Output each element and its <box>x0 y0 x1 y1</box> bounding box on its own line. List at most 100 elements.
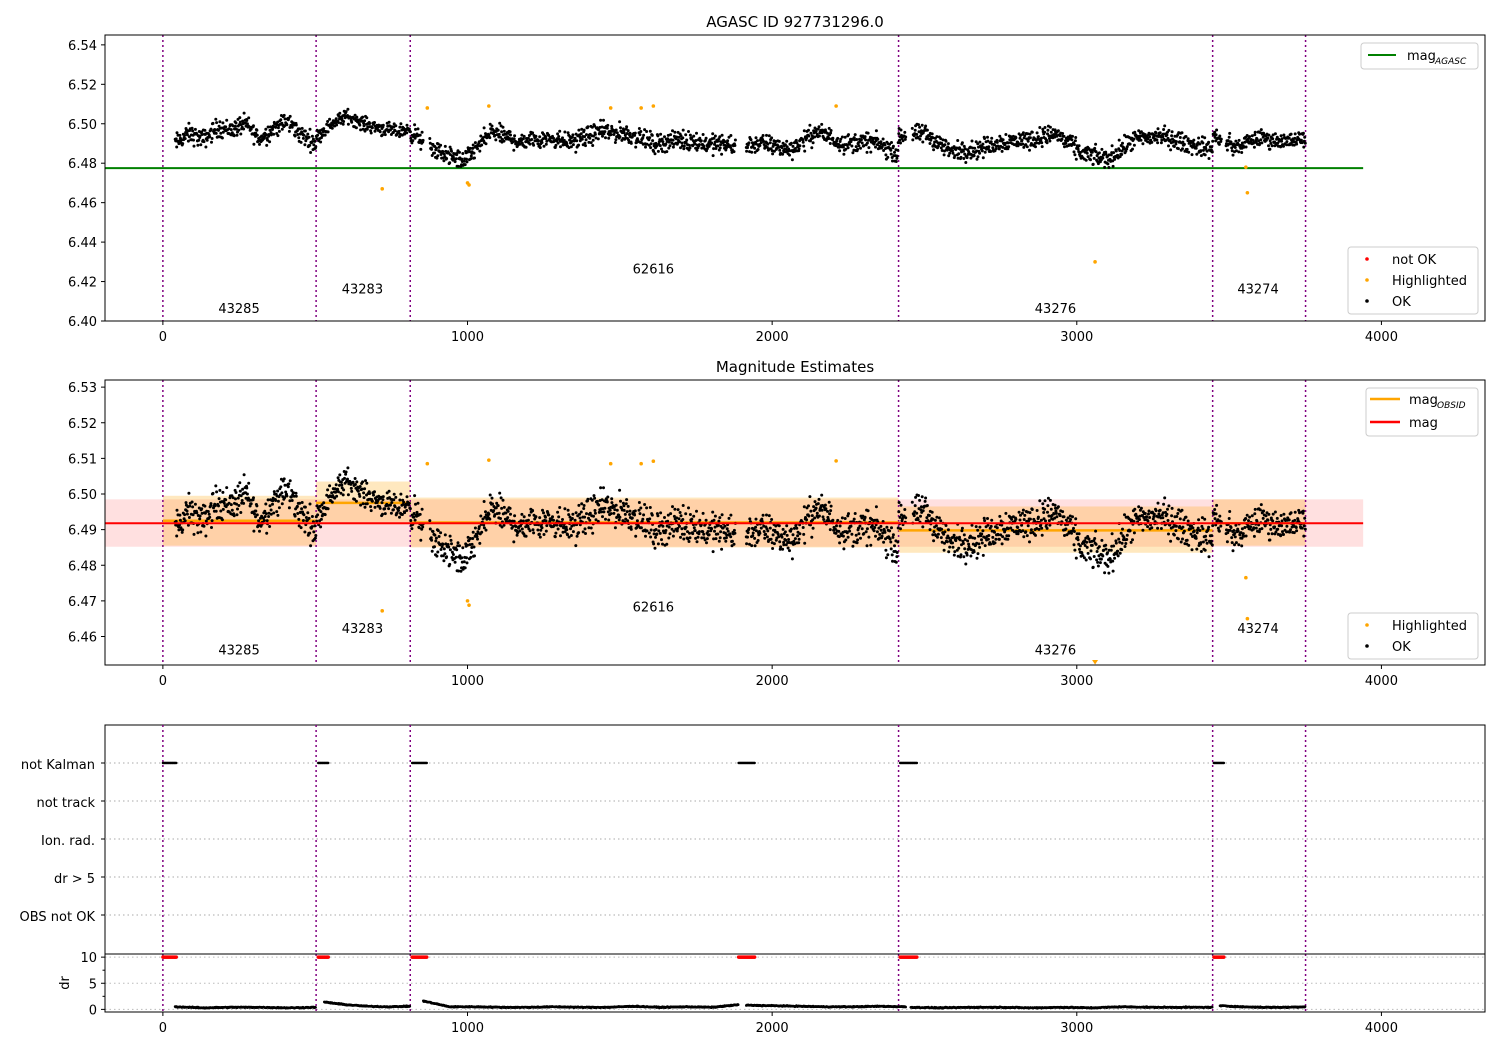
ok-point <box>288 499 292 503</box>
ok-point <box>660 147 663 151</box>
ok-point <box>1062 134 1066 138</box>
ok-point <box>829 504 833 508</box>
ok-point <box>387 120 391 124</box>
ok-point <box>932 530 936 534</box>
ok-point <box>622 131 626 135</box>
ok-point <box>501 125 505 129</box>
ok-point <box>1217 529 1221 533</box>
ok-point <box>405 131 409 135</box>
ok-point <box>599 118 603 122</box>
ok-point <box>238 116 242 120</box>
ok-point <box>589 526 593 530</box>
ok-point <box>928 142 932 145</box>
ok-point <box>1004 133 1008 136</box>
ok-point <box>682 147 686 151</box>
ok-point <box>680 527 684 531</box>
ok-point <box>1198 142 1202 146</box>
ok-point <box>718 516 722 520</box>
ok-point <box>793 537 797 541</box>
ok-point <box>936 532 940 536</box>
ok-point <box>625 498 629 502</box>
ok-point <box>697 143 701 147</box>
ok-point <box>588 136 592 140</box>
ok-point <box>678 140 681 144</box>
ok-point <box>363 119 367 123</box>
ok-point <box>475 535 479 539</box>
ok-point <box>1036 515 1040 519</box>
ok-point <box>293 134 297 138</box>
ok-point <box>864 530 868 534</box>
ok-point <box>1042 511 1046 514</box>
ok-point <box>899 141 902 145</box>
ok-point <box>1302 145 1306 149</box>
ok-point <box>482 126 486 130</box>
ok-point <box>859 138 863 142</box>
ok-point <box>462 560 466 564</box>
ok-point <box>986 139 990 143</box>
ok-point <box>448 562 452 566</box>
ok-point <box>666 519 670 523</box>
ok-point <box>512 137 516 141</box>
ok-point <box>564 525 568 529</box>
ok-point <box>1095 550 1099 553</box>
ok-point <box>973 146 977 150</box>
ok-point <box>335 123 339 127</box>
ok-point <box>1077 532 1081 536</box>
ok-point <box>520 133 524 137</box>
ok-point <box>187 121 191 125</box>
ok-point <box>1166 136 1170 140</box>
ok-point <box>436 154 440 158</box>
ok-point <box>252 124 255 128</box>
ok-point <box>433 151 436 155</box>
ok-point <box>604 136 607 140</box>
ok-point <box>436 529 440 533</box>
ok-point <box>192 138 195 142</box>
ok-point <box>879 528 883 532</box>
ok-point <box>856 147 860 151</box>
ok-point <box>876 137 880 141</box>
ok-point <box>1257 530 1261 534</box>
ok-point <box>1282 512 1286 516</box>
ok-point <box>1146 137 1150 141</box>
ok-point <box>578 516 582 520</box>
ok-point <box>1114 541 1118 545</box>
ok-point <box>859 536 862 540</box>
ok-point <box>575 139 579 143</box>
ok-point <box>705 541 708 545</box>
ok-point <box>1194 536 1198 540</box>
ok-point <box>457 569 461 573</box>
ok-point <box>1072 150 1076 154</box>
ok-point <box>1217 142 1221 146</box>
ok-point <box>397 506 401 510</box>
panel-magnitude-axes: 0 1000 2000 3000 40006.466.476.486.496.506.5… <box>68 379 1486 689</box>
ok-point <box>574 511 578 515</box>
flag-label-not-kalman: not Kalman <box>21 758 95 773</box>
ok-point <box>319 525 323 529</box>
ok-point <box>1156 526 1160 530</box>
ok-point <box>913 504 917 508</box>
ok-point <box>359 128 363 132</box>
ok-point <box>995 140 999 144</box>
ok-point <box>1176 512 1180 515</box>
ok-point <box>266 138 269 142</box>
ok-point <box>698 518 702 522</box>
ok-point <box>1058 514 1062 518</box>
ok-point <box>466 150 469 154</box>
ok-point <box>512 519 516 523</box>
ok-point <box>983 519 987 523</box>
ok-point <box>1203 153 1207 157</box>
ok-point <box>870 524 874 528</box>
legend-highlighted-label: Highlighted <box>1392 619 1467 634</box>
ok-point <box>286 485 290 489</box>
ok-point <box>1084 558 1088 562</box>
ok-point <box>972 550 976 554</box>
ok-point <box>361 480 365 484</box>
ok-point <box>633 133 637 137</box>
ok-point <box>807 514 811 518</box>
ok-point <box>935 515 939 519</box>
y-tick-label: 6.52 <box>68 78 97 93</box>
ok-point <box>288 114 292 118</box>
obsid-label: 62616 <box>633 263 674 278</box>
ok-point <box>453 560 457 564</box>
ok-point <box>1197 518 1201 522</box>
